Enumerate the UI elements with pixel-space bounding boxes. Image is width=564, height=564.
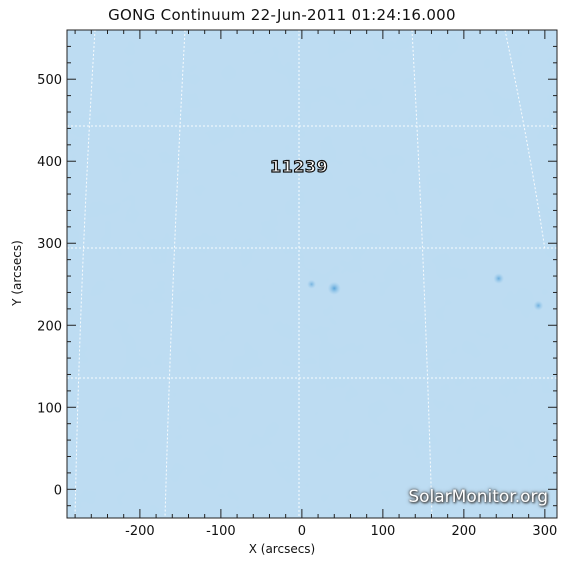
x-axis-label: X (arcsecs) [248,542,316,556]
sunspot [306,279,317,289]
y-tick-label: 200 [37,319,62,334]
grid-longitude [164,30,186,518]
sunspot [327,281,341,295]
x-tick-label: -200 [125,524,155,539]
y-tick-label: 300 [37,237,62,252]
plot-frame [66,29,558,519]
sunspot-layer [306,273,544,311]
y-tick-label: 0 [54,483,62,498]
heliographic-grid [67,30,557,518]
y-axis-label: Y (arcsecs) [10,240,24,306]
x-tick-label: 200 [451,524,476,539]
grid-longitude [504,30,546,251]
granulation-texture [67,30,557,518]
x-tick-label: 0 [298,524,306,539]
y-tick-label: 400 [37,155,62,170]
active-region-label: 11239 [269,156,329,176]
x-tick-label: 100 [370,524,395,539]
grid-longitude [74,30,96,518]
sunspot [533,300,544,311]
plot-title: GONG Continuum 22-Jun-2011 01:24:16.000 [108,6,456,24]
watermark-logo: SolarMonitor.org [408,487,548,507]
axis-tick-labels: -200 -100 0 100 200 300 0 100 200 300 400 500 [37,73,557,539]
x-tick-label: -100 [206,524,236,539]
x-tick-label: 300 [532,524,557,539]
y-tick-label: 100 [37,401,62,416]
grid-longitude [411,30,433,518]
y-tick-label: 500 [37,73,62,88]
axis-ticks [67,29,557,518]
sunspot [493,273,505,284]
